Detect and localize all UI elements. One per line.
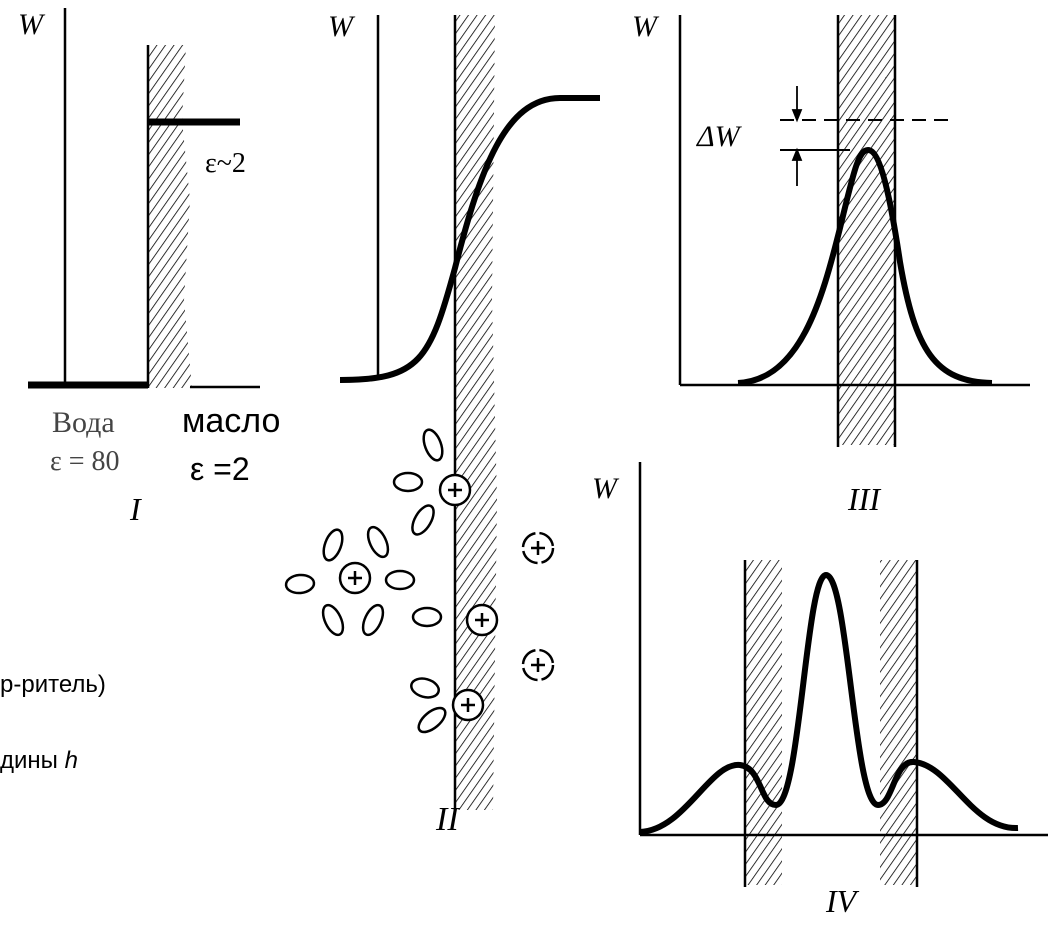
panel-numeral: III [847,481,881,517]
panel-numeral: II [435,801,460,838]
panel-numeral: IV [825,883,860,919]
annotation: ε~2 [205,148,246,179]
side-text-word: дины [0,747,58,774]
energy-curve [639,572,1019,835]
side-text: р-ритель) [0,671,106,698]
water-eps: ε = 80 [50,446,120,477]
delta-arrows [791,86,803,186]
axis-label: W [592,472,620,505]
panel-2: W II [284,10,600,838]
panel-3: W ΔW III [632,10,1030,517]
panel-1: W ε~2 Вода ε = 80 масло ε =2 I [18,8,280,527]
ion-cluster [284,428,555,734]
hatched-layer [148,45,192,388]
panel-4: W IV [592,462,1048,919]
side-text-symbol: h [65,747,78,774]
side-text: дины h [0,747,78,774]
oil-label: масло [182,402,280,440]
hatched-layer [880,560,917,885]
panel-numeral: I [129,491,142,527]
oil-eps: ε =2 [190,451,250,487]
axis-label: W [328,10,356,43]
energy-curve [737,147,993,386]
delta-label: ΔW [696,120,743,153]
energy-curve [339,95,600,383]
axis-label: W [632,10,660,43]
water-label: Вода [52,406,115,439]
hatched-layer [838,15,895,445]
axis-label: W [18,8,46,41]
